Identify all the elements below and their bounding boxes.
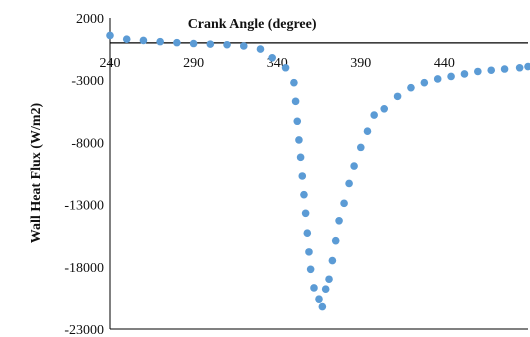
data-point xyxy=(290,78,298,87)
data-point xyxy=(296,153,305,162)
data-point xyxy=(239,42,248,50)
data-point xyxy=(223,40,231,49)
data-point xyxy=(460,70,469,78)
data-point xyxy=(321,285,330,293)
data-point xyxy=(189,39,198,48)
x-axis-tick-labels: 240 290 340 390 440 xyxy=(100,56,455,71)
data-series xyxy=(106,31,530,311)
data-point xyxy=(335,216,343,225)
data-point xyxy=(380,105,389,113)
data-point xyxy=(328,256,337,265)
data-point xyxy=(487,66,496,75)
data-point xyxy=(206,40,215,48)
data-point xyxy=(173,38,181,47)
y-tick-label: -18000 xyxy=(64,261,104,276)
data-point xyxy=(331,236,340,245)
data-point xyxy=(350,162,358,170)
y-tick-label: -8000 xyxy=(71,136,104,151)
y-tick-label: -13000 xyxy=(64,199,104,214)
x-tick-label: 390 xyxy=(350,56,371,71)
data-point xyxy=(291,97,300,106)
y-tick-label: -23000 xyxy=(64,323,104,337)
data-point xyxy=(524,62,530,71)
data-point xyxy=(315,295,323,303)
data-point xyxy=(515,63,524,72)
y-tick-label: 2000 xyxy=(76,12,104,27)
data-point xyxy=(420,78,429,87)
data-point xyxy=(447,72,455,81)
data-point xyxy=(303,229,312,238)
data-point xyxy=(340,199,348,208)
data-point xyxy=(256,45,265,53)
data-point xyxy=(106,31,114,40)
data-point xyxy=(393,92,402,101)
data-point xyxy=(345,179,353,188)
data-point xyxy=(139,36,148,45)
data-point xyxy=(298,172,307,180)
data-point xyxy=(306,265,315,274)
data-point xyxy=(474,67,482,76)
data-point xyxy=(301,209,310,218)
data-point xyxy=(500,65,509,73)
data-point xyxy=(318,302,327,311)
data-point xyxy=(268,54,276,62)
data-point xyxy=(156,37,164,46)
data-point xyxy=(370,111,378,119)
data-point xyxy=(295,136,303,144)
data-point xyxy=(310,284,318,292)
y-tick-label: -3000 xyxy=(71,74,104,89)
data-point xyxy=(281,63,290,72)
data-point xyxy=(305,248,313,256)
data-point xyxy=(433,75,442,83)
data-point xyxy=(325,275,333,284)
x-tick-label: 290 xyxy=(183,56,204,71)
y-axis-tick-labels: 2000 -3000 -8000 -13000 -18000 -23000 xyxy=(64,12,104,337)
data-point xyxy=(407,83,415,92)
x-tick-label: 440 xyxy=(434,56,455,71)
data-point xyxy=(122,35,131,43)
data-point xyxy=(363,127,372,136)
data-point xyxy=(293,117,302,126)
y-axis-title: Wall Heat Flux (W/m2) xyxy=(29,102,44,243)
data-point xyxy=(357,143,365,152)
data-point xyxy=(300,190,308,199)
x-axis-title: Crank Angle (degree) xyxy=(188,17,317,32)
